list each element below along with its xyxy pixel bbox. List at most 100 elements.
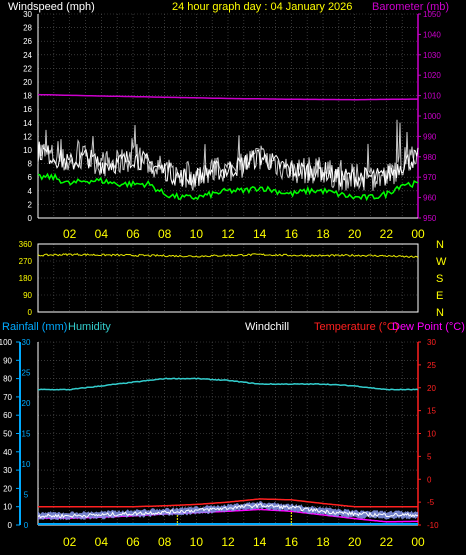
y-tick-label: 4 <box>28 187 33 196</box>
rain-tick-label: 0 <box>24 521 29 530</box>
x-tick-label: 10 <box>190 227 204 241</box>
humidity-tick-label: 80 <box>3 375 12 384</box>
y-tick-label: 8 <box>28 160 33 169</box>
windspeed-series <box>37 141 419 188</box>
y-tick-label: 14 <box>23 119 32 128</box>
compass-label: W <box>436 256 447 268</box>
dewpoint-axis-title: Dew Point (°C) <box>392 321 465 333</box>
y2-tick-label: 1040 <box>423 30 441 39</box>
x-tick-label: 04 <box>95 535 109 549</box>
x-tick-label: 08 <box>158 227 172 241</box>
x-tick-label: 18 <box>316 227 330 241</box>
rain-tick-label: 30 <box>22 338 31 347</box>
x-tick-label: 02 <box>63 227 77 241</box>
temp-tick-label: 10 <box>427 430 436 439</box>
temp-tick-label: 0 <box>427 475 432 484</box>
x-tick-label: 00 <box>411 535 425 549</box>
x-tick-label: 22 <box>380 535 394 549</box>
humidity-tick-label: 90 <box>3 356 12 365</box>
x-tick-label: 16 <box>285 227 299 241</box>
temp-tick-label: 5 <box>427 452 432 461</box>
x-tick-label: 04 <box>95 227 109 241</box>
y-tick-label: 30 <box>23 10 32 19</box>
graph-title: 24 hour graph day : 04 January 2026 <box>172 1 352 13</box>
rain-tick-label: 20 <box>22 399 31 408</box>
y2-tick-label: 990 <box>423 132 437 141</box>
y2-tick-label: 960 <box>423 194 437 203</box>
x-tick-label: 14 <box>253 535 267 549</box>
y-tick-label: 26 <box>23 37 32 46</box>
barometer-axis-title: Barometer (mb) <box>372 1 449 13</box>
y2-tick-label: 1030 <box>423 51 441 60</box>
wind-barometer-panel: 0246810121416182022242628309509609709809… <box>23 10 441 241</box>
y-tick-label: 0 <box>28 308 33 317</box>
x-tick-label: 12 <box>221 227 235 241</box>
y2-tick-label: 970 <box>423 173 437 182</box>
y-tick-label: 28 <box>23 24 32 33</box>
rain-tick-label: 25 <box>22 369 31 378</box>
windchill-band <box>38 500 418 521</box>
x-tick-label: 16 <box>285 535 299 549</box>
y-tick-label: 18 <box>23 92 32 101</box>
humidity-tick-label: 50 <box>3 430 12 439</box>
humidity-tick-label: 60 <box>3 411 12 420</box>
windchill-legend: Windchill <box>245 321 289 333</box>
windspeed-axis-title: Windspeed (mph) <box>8 1 95 13</box>
temp-tick-label: 25 <box>427 361 436 370</box>
compass-label: N <box>436 307 444 319</box>
y-tick-label: 90 <box>23 291 32 300</box>
direction-series <box>37 253 419 259</box>
y-tick-label: 2 <box>28 200 33 209</box>
humidity-tick-label: 30 <box>3 466 12 475</box>
humidity-tick-label: 100 <box>0 338 13 347</box>
temperature-axis-title: Temperature (°C) <box>314 321 398 333</box>
x-tick-label: 18 <box>316 535 330 549</box>
x-tick-label: 06 <box>126 535 140 549</box>
x-tick-label: 10 <box>190 535 204 549</box>
x-tick-label: 14 <box>253 227 267 241</box>
compass-label: E <box>436 290 443 302</box>
humidity-tick-label: 70 <box>3 393 12 402</box>
humidity-series <box>37 377 419 391</box>
rain-tick-label: 10 <box>22 460 31 469</box>
rain-tick-label: 15 <box>22 430 31 439</box>
y2-tick-label: 950 <box>423 214 437 223</box>
humidity-tick-label: 40 <box>3 448 12 457</box>
y2-tick-label: 980 <box>423 153 437 162</box>
y2-tick-label: 1010 <box>423 92 441 101</box>
rainfall-axis-title: Rainfall (mm) <box>2 321 67 333</box>
compass-label: N <box>436 239 444 251</box>
y-tick-label: 10 <box>23 146 32 155</box>
x-tick-label: 06 <box>126 227 140 241</box>
x-tick-label: 20 <box>348 535 362 549</box>
y2-tick-label: 1050 <box>423 10 441 19</box>
y-tick-label: 360 <box>19 240 33 249</box>
y-tick-label: 0 <box>28 214 33 223</box>
temp-tick-label: 20 <box>427 384 436 393</box>
barometer-series <box>37 93 418 101</box>
x-tick-label: 22 <box>380 227 394 241</box>
temp-tick-label: -5 <box>427 498 435 507</box>
y2-tick-label: 1020 <box>423 71 441 80</box>
windchill-series <box>37 503 419 519</box>
temperature-humidity-panel: 0102030405060708090100051015202530-10-50… <box>0 338 439 549</box>
temp-tick-label: -10 <box>427 521 439 530</box>
y2-tick-label: 1000 <box>423 112 441 121</box>
y-tick-label: 22 <box>23 64 32 73</box>
x-tick-label: 12 <box>221 535 235 549</box>
y-tick-label: 180 <box>19 274 33 283</box>
compass-label: S <box>436 273 443 285</box>
temperature-series <box>38 498 418 508</box>
x-tick-label: 08 <box>158 535 172 549</box>
humidity-axis-title: Humidity <box>68 321 111 333</box>
y-tick-label: 12 <box>23 132 32 141</box>
y-tick-label: 20 <box>23 78 32 87</box>
rain-tick-label: 5 <box>24 491 29 500</box>
y-tick-label: 24 <box>23 51 32 60</box>
humidity-tick-label: 20 <box>3 484 12 493</box>
x-tick-label: 00 <box>411 227 425 241</box>
y-tick-label: 16 <box>23 105 32 114</box>
y-tick-label: 270 <box>19 257 33 266</box>
temp-tick-label: 15 <box>427 407 436 416</box>
